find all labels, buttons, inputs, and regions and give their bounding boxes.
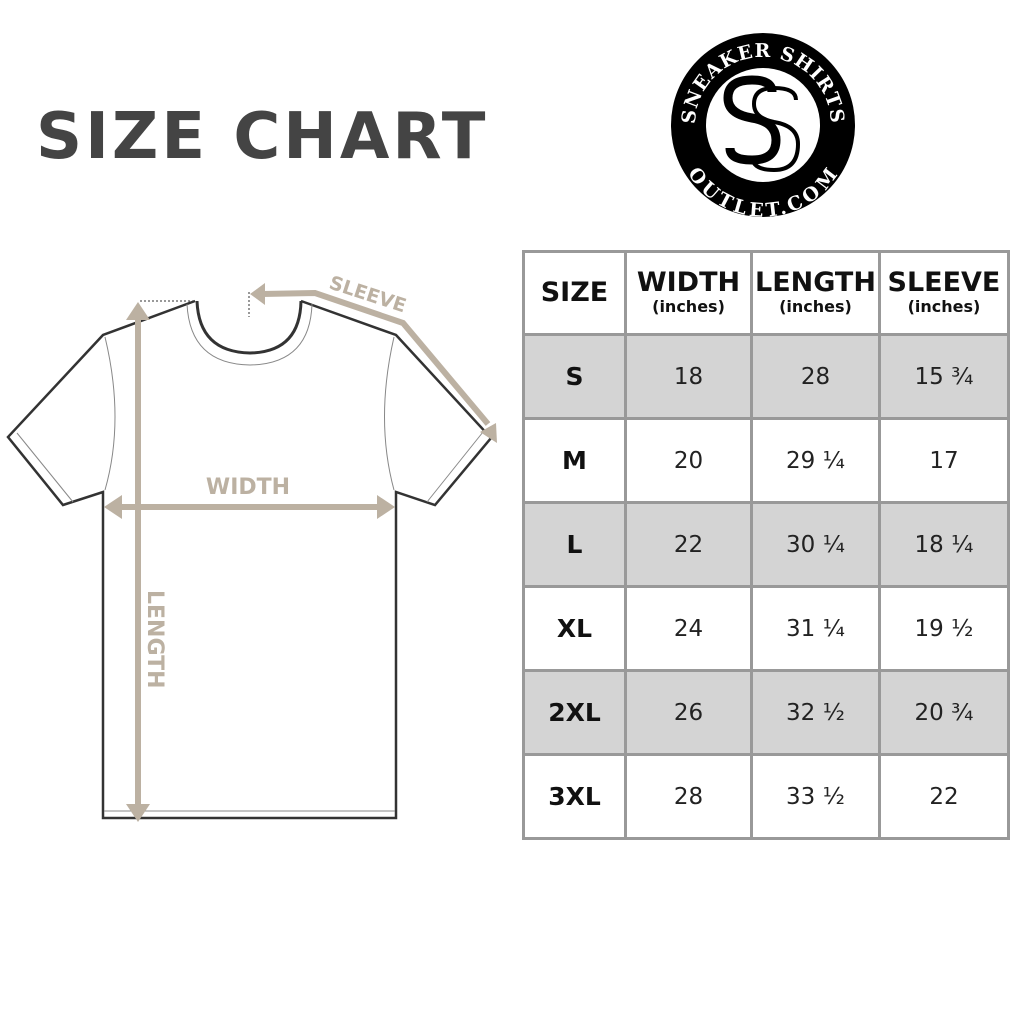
header-unit: (inches) (907, 297, 981, 316)
size-cell: M (522, 417, 627, 504)
table-row: XL 24 31 ¼ 19 ½ (522, 585, 1010, 672)
sleeve-cell: 20 ¾ (877, 669, 1010, 756)
header-unit: (inches) (779, 297, 852, 316)
width-cell: 18 (624, 333, 753, 420)
length-arrow (126, 302, 150, 822)
logo-monogram-icon (723, 75, 801, 173)
header-sleeve: SLEEVE (inches) (877, 250, 1010, 336)
width-cell: 20 (624, 417, 753, 504)
sleeve-cell: 19 ½ (877, 585, 1010, 672)
length-cell: 29 ¼ (750, 417, 881, 504)
length-cell: 32 ½ (750, 669, 881, 756)
sleeve-cell: 17 (877, 417, 1010, 504)
tshirt-outline (6, 299, 493, 820)
header-unit: (inches) (652, 297, 725, 316)
header-size: SIZE (522, 250, 627, 336)
table-row: 3XL 28 33 ½ 22 (522, 753, 1010, 840)
table-header-row: SIZE WIDTH (inches) LENGTH (inches) SLEEVE… (522, 250, 1010, 336)
size-cell: XL (522, 585, 627, 672)
table-row: S 18 28 15 ¾ (522, 333, 1010, 420)
size-cell: 2XL (522, 669, 627, 756)
width-cell: 24 (624, 585, 753, 672)
brand-logo: SNEAKER SHIRTS OUTLET.COM (671, 33, 855, 220)
header-label: SLEEVE (887, 267, 1001, 298)
size-cell: S (522, 333, 627, 420)
width-cell: 26 (624, 669, 753, 756)
table-row: M 20 29 ¼ 17 (522, 417, 1010, 504)
length-cell: 31 ¼ (750, 585, 881, 672)
size-cell: 3XL (522, 753, 627, 840)
length-cell: 30 ¼ (750, 501, 881, 588)
width-label: WIDTH (206, 475, 290, 500)
width-arrow (104, 495, 395, 519)
table-row: L 22 30 ¼ 18 ¼ (522, 501, 1010, 588)
sleeve-cell: 22 (877, 753, 1010, 840)
page-title: SIZE CHART (36, 100, 489, 174)
header-label: SIZE (540, 277, 609, 308)
size-table: SIZE WIDTH (inches) LENGTH (inches) SLEEVE… (522, 250, 1010, 840)
sleeve-arrow (250, 283, 497, 443)
header-label: LENGTH (755, 267, 876, 298)
sleeve-cell: 18 ¼ (877, 501, 1010, 588)
table-row: 2XL 26 32 ½ 20 ¾ (522, 669, 1010, 756)
header-length: LENGTH (inches) (750, 250, 881, 336)
length-cell: 33 ½ (750, 753, 881, 840)
header-width: WIDTH (inches) (624, 250, 753, 336)
length-label: LENGTH (142, 590, 167, 689)
sleeve-cell: 15 ¾ (877, 333, 1010, 420)
length-cell: 28 (750, 333, 881, 420)
width-cell: 22 (624, 501, 753, 588)
size-cell: L (522, 501, 627, 588)
tshirt-diagram: SLEEVE WIDTH LENGTH (6, 272, 497, 822)
width-cell: 28 (624, 753, 753, 840)
header-label: WIDTH (636, 267, 741, 298)
